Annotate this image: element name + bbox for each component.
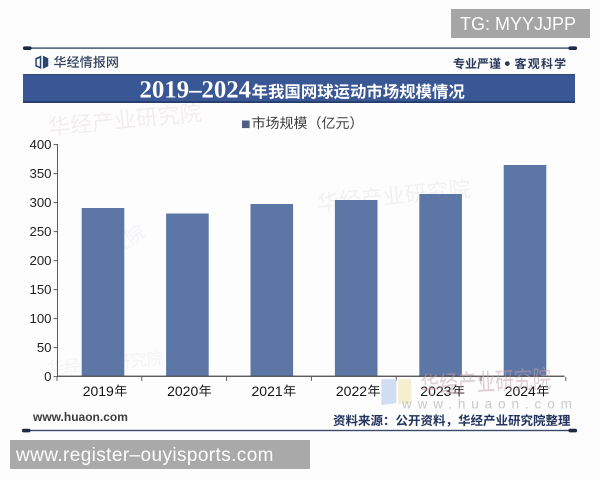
svg-text:2020: 2020 <box>167 383 198 399</box>
svg-text:www.register–ouyisports.com: www.register–ouyisports.com <box>15 445 274 466</box>
svg-text:2019: 2019 <box>83 383 114 399</box>
svg-text:150: 150 <box>29 282 51 297</box>
svg-text:300: 300 <box>29 195 51 210</box>
svg-text:www.huaon.com: www.huaon.com <box>32 410 128 424</box>
svg-text:50: 50 <box>37 340 52 355</box>
svg-text:2022: 2022 <box>336 383 367 399</box>
svg-text:2024: 2024 <box>505 383 536 399</box>
svg-text:400: 400 <box>29 137 51 152</box>
svg-text:2021: 2021 <box>252 383 283 399</box>
svg-text:350: 350 <box>29 166 51 181</box>
svg-text:100: 100 <box>29 311 51 326</box>
svg-text:200: 200 <box>29 253 51 268</box>
svg-text:250: 250 <box>29 224 51 239</box>
svg-text:TG: MYYJJPP: TG: MYYJJPP <box>460 14 576 34</box>
svg-text:www.huaon.com: www.huaon.com <box>401 397 578 412</box>
svg-text:0: 0 <box>44 369 51 384</box>
